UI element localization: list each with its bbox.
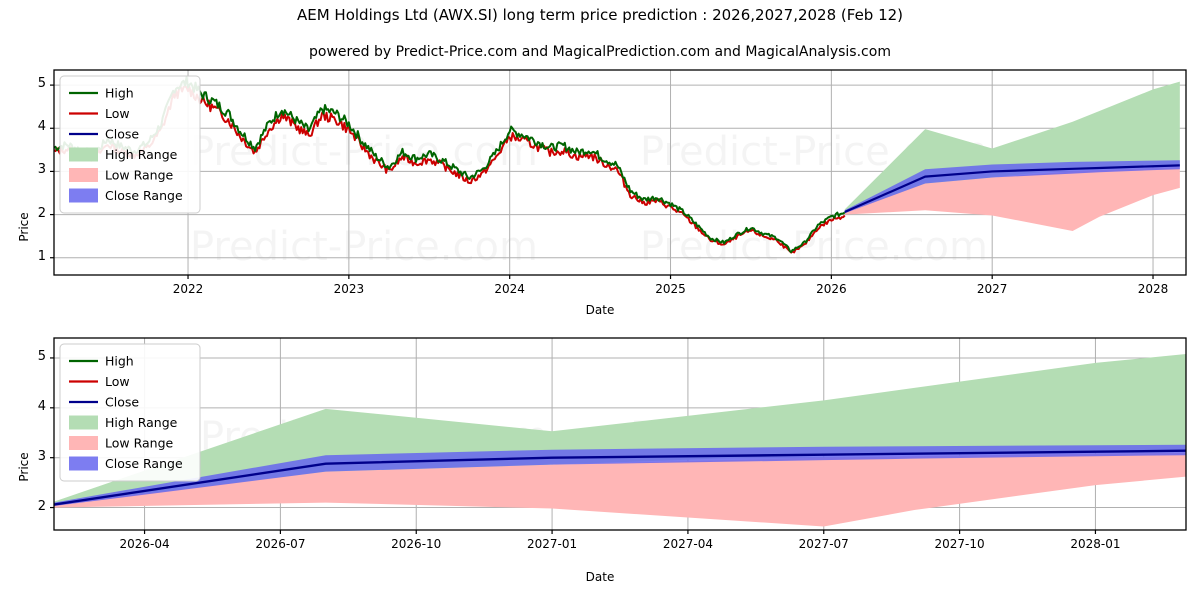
legend-label: High Range (105, 147, 178, 162)
legend-item: Low Range (69, 168, 174, 183)
legend-item: Close Range (69, 456, 183, 471)
legend-label: High (105, 354, 134, 369)
overview-legend: High Low Close High Range Low Range Close Ran… (59, 75, 201, 214)
legend-patch-swatch (69, 147, 98, 162)
legend-item: High (69, 354, 134, 369)
legend-item: Close (69, 395, 139, 410)
legend-label: Low (105, 374, 130, 389)
legend-label: Close Range (105, 456, 183, 471)
legend-patch-swatch (69, 415, 98, 430)
overview-y-tick: 4 (37, 119, 46, 135)
legend-item: Close (69, 127, 139, 142)
forecast-panel: Price Predict-Price.comPredict-Price.com… (0, 330, 1200, 551)
close-range-band (844, 160, 1180, 214)
legend-patch-swatch (69, 168, 98, 182)
forecast-x-axis-label: Date (585, 570, 615, 584)
svg-text:Predict-Price.com: Predict-Price.com (190, 224, 538, 270)
legend-patch-swatch (69, 436, 98, 450)
legend-label: Low (105, 106, 130, 121)
series-close (844, 164, 1180, 213)
overview-y-tick: 5 (37, 76, 46, 92)
page-subtitle: powered by Predict-Price.com and Magical… (309, 44, 891, 60)
low-range-band (54, 452, 1186, 527)
overview-panel: Price Predict-Price.com Predict-Price.com… (0, 60, 1200, 320)
overview-x-tick: 2028 (1137, 282, 1169, 296)
legend-item: High Range (69, 415, 178, 430)
legend-item: High (69, 86, 134, 101)
overview-x-tick: 2025 (655, 282, 686, 296)
forecast-y-tick: 2 (37, 498, 46, 514)
forecast-x-tick: 2026-07 (255, 537, 306, 551)
overview-y-tick: 1 (37, 248, 46, 264)
overview-y-tick: 3 (37, 162, 46, 178)
overview-x-tick: 2023 (333, 282, 365, 296)
series-close (53, 449, 1187, 506)
legend-item: Low (69, 106, 130, 121)
forecast-x-tick: 2027-07 (798, 537, 849, 551)
forecast-x-tick: 2027-01 (527, 537, 578, 551)
forecast-x-tick: 2027-04 (662, 537, 713, 551)
legend-label: High Range (105, 415, 178, 430)
forecast-x-tick: 2028-01 (1070, 537, 1121, 551)
legend-label: Close (105, 395, 139, 410)
legend-item: Low Range (69, 436, 174, 451)
legend-patch-swatch (69, 188, 98, 203)
overview-x-tick: 2026 (816, 282, 847, 296)
overview-y-tick: 2 (37, 205, 46, 221)
low-range-band (844, 167, 1180, 231)
overview-x-tick: 2027 (976, 282, 1008, 296)
overview-x-axis-label: Date (585, 303, 615, 317)
forecast-y-tick: 3 (37, 448, 46, 464)
overview-x-tick: 2022 (172, 282, 204, 296)
forecast-x-tick: 2026-04 (119, 537, 170, 551)
legend-label: Low Range (105, 436, 174, 451)
forecast-y-axis-label: Price (17, 452, 31, 482)
page-title: AEM Holdings Ltd (AWX.SI) long term pric… (296, 6, 904, 24)
legend-label: Low Range (105, 168, 174, 183)
legend-patch-swatch (69, 456, 98, 471)
legend-label: Close Range (105, 188, 183, 203)
overview-x-tick: 2024 (494, 282, 525, 296)
forecast-x-tick: 2027-10 (934, 537, 985, 551)
forecast-chart-svg: Predict-Price.comPredict-Price.comHighLo… (50, 337, 1187, 534)
close-range-band (54, 444, 1186, 507)
svg-text:Predict-Price.com: Predict-Price.com (190, 129, 538, 175)
forecast-y-tick: 5 (37, 348, 46, 364)
forecast-y-tick: 4 (37, 398, 46, 414)
overview-chart-svg: Predict-Price.com Predict-Price.comPredic… (50, 69, 1187, 279)
forecast-x-tick: 2026-10 (391, 537, 442, 551)
watermark: Predict-Price.com Predict-Price.comPredic… (190, 129, 988, 270)
legend-item: Close Range (69, 188, 183, 203)
forecast-legend: High Low Close High Range Low Range Close Ran… (59, 343, 201, 482)
legend-label: Close (105, 127, 139, 142)
legend-item: Low (69, 374, 130, 389)
legend-item: High Range (69, 147, 178, 162)
legend-label: High (105, 86, 134, 101)
